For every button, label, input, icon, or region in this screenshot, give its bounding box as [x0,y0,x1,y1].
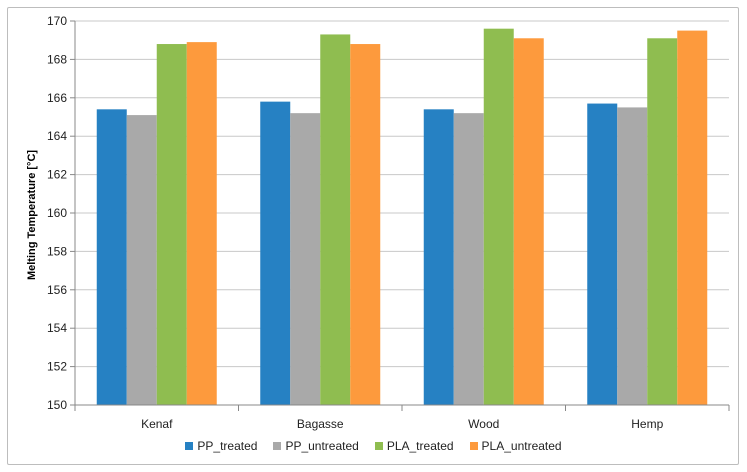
x-tick-label: Bagasse [297,417,344,431]
y-tick-label: 150 [47,398,67,412]
bar-PP_untreated-Kenaf [126,115,157,405]
y-tick-label: 164 [47,129,67,143]
legend-item: PLA_treated [374,439,454,453]
legend-label: PLA_untreated [481,439,562,453]
y-tick-label: 170 [47,14,67,28]
legend-swatch [469,442,478,450]
y-tick-label: 152 [47,360,67,374]
bar-PLA_treated-Hemp [647,38,678,405]
bar-PLA_treated-Kenaf [156,44,187,405]
y-tick-label: 168 [47,52,67,66]
legend-item: PP_treated [185,439,257,453]
bar-PP_untreated-Bagasse [290,113,321,405]
legend-item: PP_untreated [273,439,359,453]
chart-border [7,7,739,465]
bar-PLA_untreated-Wood [513,38,544,405]
legend-swatch [185,442,194,450]
legend-label: PP_treated [197,439,258,453]
bar-PP_treated-Wood [423,109,454,405]
bar-PP_treated-Hemp [587,103,618,405]
legend-item: PLA_untreated [469,439,562,453]
y-tick-label: 160 [47,206,67,220]
bar-PP_treated-Bagasse [260,101,291,405]
bar-PP_treated-Kenaf [96,109,127,405]
y-tick-label: 158 [47,244,67,258]
bar-PP_untreated-Hemp [617,107,648,406]
bar-PLA_untreated-Hemp [677,30,708,405]
bar-PLA_treated-Wood [483,28,514,406]
legend-swatch [374,442,383,450]
x-tick-label: Kenaf [141,417,173,431]
legend-label: PP_untreated [285,439,359,453]
bar-PLA_untreated-Bagasse [350,44,381,405]
x-tick-label: Wood [468,417,499,431]
legend: PP_treated PP_untreated PLA_treated PLA_unt… [0,439,747,453]
bar-PP_untreated-Wood [453,113,484,405]
bar-PLA_untreated-Kenaf [186,42,217,406]
bar-PLA_treated-Bagasse [320,34,351,405]
x-tick-label: Hemp [631,417,663,431]
y-tick-label: 156 [47,283,67,297]
legend-swatch [273,442,282,450]
y-tick-label: 154 [47,321,67,335]
y-tick-label: 166 [47,91,67,105]
y-axis-label: Melting Temperature [°C] [26,149,38,281]
y-tick-label: 162 [47,168,67,182]
legend-label: PLA_treated [386,439,454,453]
